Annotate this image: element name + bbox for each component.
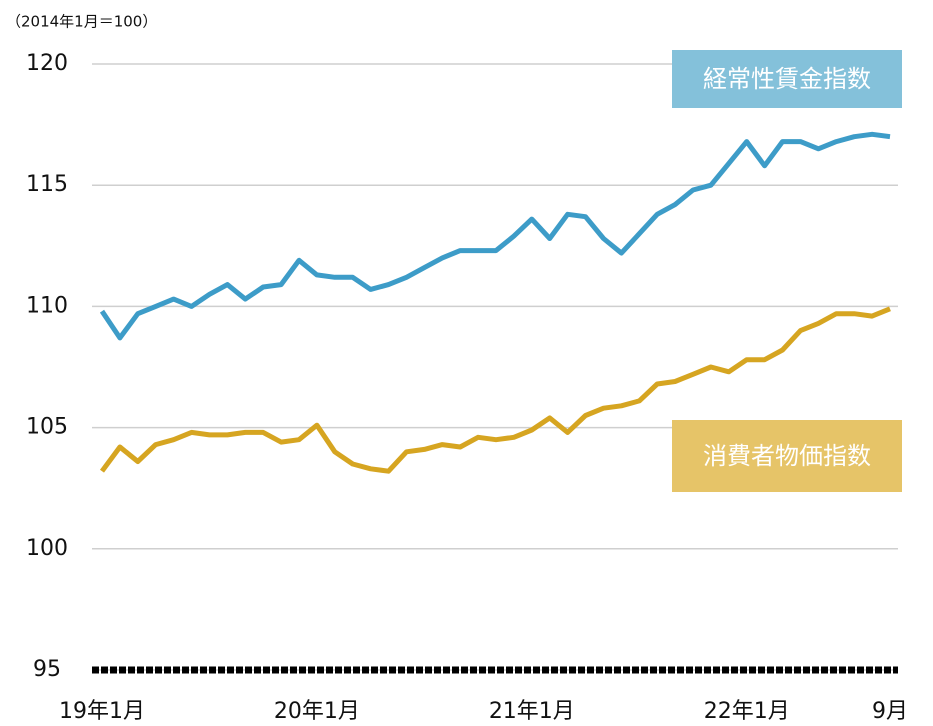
x-tick-label: 21年1月 — [489, 699, 575, 724]
legend-label: 消費者物価指数 — [703, 442, 871, 470]
x-tick-label: 9月 — [872, 699, 908, 724]
y-axis-label: （2014年1月＝100） — [6, 13, 157, 31]
y-tick-label: 110 — [26, 293, 68, 318]
y-tick-label: 120 — [26, 51, 68, 76]
y-tick-label: 105 — [26, 415, 68, 440]
series-line — [99, 306, 891, 474]
y-tick-label: 100 — [26, 536, 68, 561]
y-tick-label: 95 — [33, 657, 61, 682]
x-tick-label: 22年1月 — [704, 699, 790, 724]
legend-box — [672, 420, 902, 492]
x-tick-label: 20年1月 — [274, 699, 360, 724]
y-tick-label: 115 — [26, 172, 68, 197]
series-line — [99, 131, 891, 341]
x-tick-label: 19年1月 — [59, 699, 145, 724]
legend-box — [672, 50, 902, 108]
legend-label: 経常性賃金指数 — [703, 65, 871, 93]
